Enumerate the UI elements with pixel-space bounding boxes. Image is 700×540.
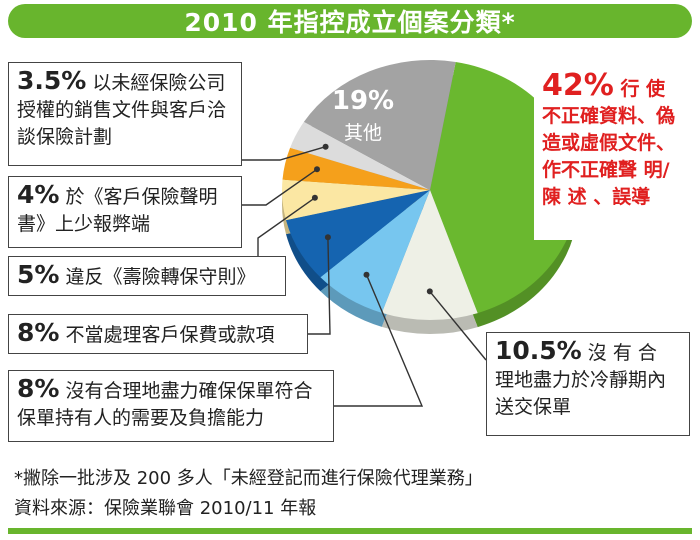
leader-line-s105	[429, 290, 487, 361]
pie-slice-s5	[282, 179, 430, 221]
leader-line-s4	[242, 168, 318, 206]
callout-pct-s35: 3.5%	[17, 66, 87, 95]
callout-s5: 5% 違反《壽險轉保守則》	[8, 256, 286, 296]
callout-s105: 10.5% 沒 有 合 理地盡力於冷靜期內送交保單	[486, 332, 690, 436]
callout-text-s8a: 不當處理客戶保費或款項	[65, 324, 275, 346]
leader-dot-s8a	[324, 234, 331, 241]
pie-slice-s105	[381, 190, 478, 321]
pie-slice-s8b	[320, 190, 430, 313]
leader-line-s35	[242, 146, 326, 161]
pie-slice-s4	[282, 147, 430, 190]
callout-s35: 3.5% 以未經保險公司授權的銷售文件與客戶洽談保險計劃	[8, 62, 242, 166]
bottom-bar	[8, 528, 692, 534]
pie-slice-s19	[303, 60, 456, 191]
callout-pct-s8b: 8%	[17, 374, 60, 403]
slice-label-s19: 19% 其他	[318, 86, 408, 145]
pie-slice-s35	[290, 121, 430, 190]
leader-lines	[242, 143, 487, 407]
callout-pct-s42: 42%	[542, 68, 614, 103]
leader-dot-s8b	[363, 271, 370, 278]
callout-text-s105: 沒 有 合 理地盡力於冷靜期內送交保單	[495, 342, 667, 418]
slice-pct-s19: 19%	[331, 86, 395, 116]
callout-pct-s105: 10.5%	[495, 336, 582, 365]
slice-text-s19: 其他	[343, 122, 382, 144]
callout-s42: 42% 行 使不正確資料、偽造或虛假文件、作不正確聲 明/陳 述 、誤導	[534, 68, 690, 240]
title-bar: 2010 年指控成立個案分類*	[8, 4, 692, 38]
chart-title: 2010 年指控成立個案分類*	[184, 8, 516, 37]
callout-s8b: 8% 沒有合理地盡力確保保單符合保單持有人的需要及負擔能力	[8, 370, 334, 442]
leader-line-s8b	[334, 274, 424, 407]
callout-text-s5: 違反《壽險轉保守則》	[65, 266, 256, 288]
callout-text-s42: 行 使不正確資料、偽造或虛假文件、作不正確聲 明/陳 述 、誤導	[542, 78, 676, 208]
callout-pct-s4: 4%	[17, 180, 60, 209]
callout-pct-s8a: 8%	[17, 318, 60, 347]
leader-dot-s35	[322, 143, 329, 150]
footnote: *撇除一批涉及 200 多人「未經登記而進行保險代理業務」	[14, 468, 483, 489]
source-note: 資料來源：保險業聯會 2010/11 年報	[14, 498, 317, 519]
callout-text-s8b: 沒有合理地盡力確保保單符合保單持有人的需要及負擔能力	[17, 380, 313, 429]
leader-dot-s105	[426, 288, 433, 295]
callout-text-s35: 以未經保險公司授權的銷售文件與客戶洽談保險計劃	[17, 72, 227, 148]
pie-slice-s8a	[286, 190, 430, 278]
callout-s8a: 8% 不當處理客戶保費或款項	[8, 314, 308, 354]
leader-dot-s4	[314, 166, 320, 173]
leader-line-s8a	[308, 237, 331, 335]
callout-s4: 4% 於《客戶保險聲明書》上少報弊端	[8, 176, 242, 248]
callout-text-s4: 於《客戶保險聲明書》上少報弊端	[17, 186, 218, 235]
callout-pct-s5: 5%	[17, 260, 60, 289]
leader-dot-s5	[311, 194, 318, 201]
